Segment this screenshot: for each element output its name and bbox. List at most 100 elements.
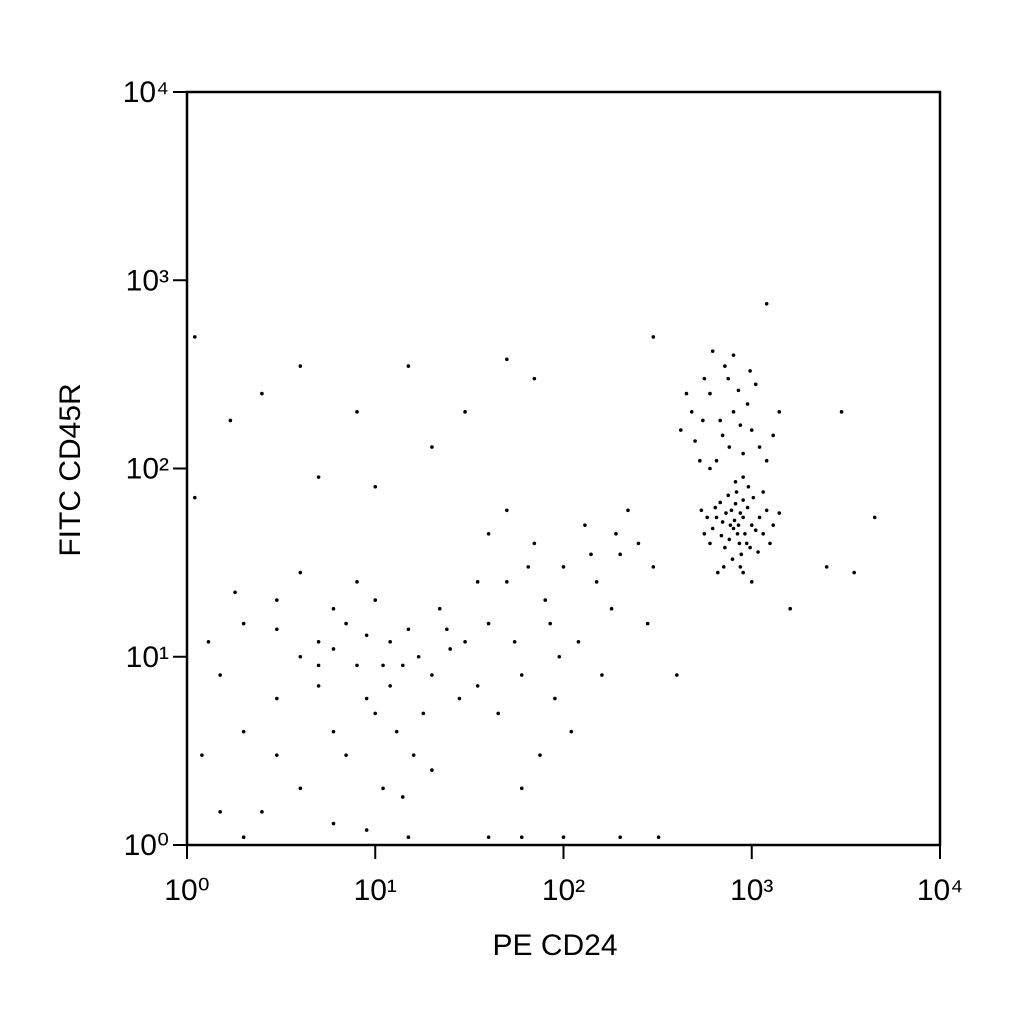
data-point (728, 523, 733, 527)
data-point (618, 552, 622, 557)
data-point (486, 531, 491, 536)
data-point (748, 369, 752, 373)
data-point (764, 301, 769, 306)
data-point (675, 673, 679, 677)
data-point (710, 349, 715, 353)
data-point (519, 835, 524, 840)
data-point (743, 531, 747, 536)
data-point (733, 501, 738, 506)
data-point (651, 335, 656, 339)
data-point (746, 484, 751, 489)
data-point (741, 451, 745, 456)
data-point (698, 458, 702, 463)
data-point (720, 433, 725, 438)
data-point (788, 606, 792, 611)
data-point (719, 533, 724, 538)
data-point (331, 821, 336, 826)
data-point (723, 545, 727, 550)
data-point (400, 795, 405, 799)
y-tick-label: 10¹ (126, 641, 169, 674)
data-point (771, 523, 775, 527)
data-point (761, 531, 765, 536)
data-point (702, 376, 707, 381)
data-point (192, 335, 197, 339)
data-point (714, 458, 719, 463)
data-point (260, 810, 264, 814)
data-point (718, 418, 723, 423)
data-point (241, 835, 246, 840)
data-point (421, 711, 426, 716)
data-point (557, 654, 562, 659)
data-point (430, 445, 434, 449)
data-point (475, 580, 480, 584)
data-point (741, 570, 745, 575)
y-tick-label: 10⁰ (124, 829, 169, 862)
data-point (872, 515, 877, 520)
data-point (715, 570, 720, 575)
x-tick-label: 10¹ (354, 874, 397, 907)
data-point (708, 466, 712, 471)
data-point (727, 445, 732, 449)
data-point (298, 570, 303, 575)
data-point (496, 711, 501, 716)
data-point (457, 696, 462, 701)
data-point (394, 729, 399, 734)
data-point (298, 364, 303, 368)
data-point (744, 541, 749, 546)
data-point (206, 640, 211, 644)
data-point (381, 786, 385, 791)
data-point (727, 537, 732, 542)
data-point (437, 606, 442, 611)
data-point (702, 531, 707, 536)
data-point (757, 515, 762, 520)
data-point (275, 753, 279, 757)
data-point (548, 621, 553, 626)
data-point (445, 627, 449, 632)
data-point (708, 541, 712, 546)
data-point (569, 729, 574, 734)
data-point (852, 570, 856, 575)
x-tick-label: 10⁰ (164, 874, 209, 907)
data-point (526, 565, 531, 569)
y-tick-label: 10³ (126, 264, 169, 297)
data-point (741, 475, 745, 479)
data-point (583, 523, 587, 527)
data-point (731, 410, 736, 414)
data-point (745, 402, 750, 406)
data-point (532, 376, 537, 381)
data-point (505, 580, 509, 584)
data-point (701, 418, 705, 423)
data-point (734, 490, 739, 494)
data-point (839, 410, 844, 414)
data-point (344, 621, 348, 626)
data-point (824, 565, 829, 569)
data-point (737, 541, 742, 546)
data-point (777, 511, 782, 515)
data-point (684, 391, 689, 396)
data-point (651, 565, 656, 569)
data-point (316, 475, 321, 479)
data-point (689, 410, 694, 414)
data-point (749, 580, 754, 584)
data-point (738, 511, 743, 515)
data-point (609, 606, 614, 611)
data-point (344, 753, 348, 757)
data-point (553, 696, 557, 701)
x-tick-label: 10² (542, 874, 585, 907)
y-axis-title: FITC CD45R (54, 383, 87, 556)
data-point (714, 515, 719, 520)
data-point (600, 673, 604, 677)
data-point (275, 598, 279, 602)
data-point (731, 526, 736, 531)
data-point (753, 528, 758, 533)
data-point (486, 835, 491, 840)
data-point (739, 552, 744, 557)
data-point (723, 364, 727, 368)
data-point (538, 753, 542, 757)
data-point (757, 445, 762, 449)
data-point (298, 786, 303, 791)
data-point (724, 511, 728, 515)
data-point (726, 376, 731, 381)
data-point (430, 673, 434, 677)
